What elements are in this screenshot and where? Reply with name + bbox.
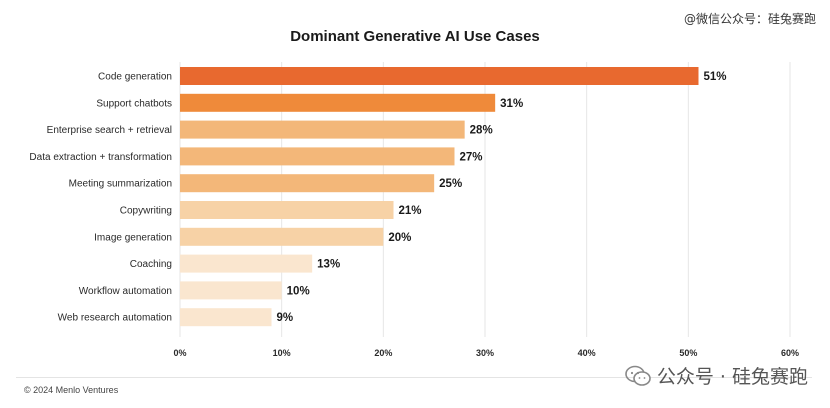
wechat-badge: 公众号 · 硅兔赛跑 xyxy=(625,362,808,389)
category-label: Web research automation xyxy=(58,313,172,324)
bar xyxy=(180,308,272,327)
bar xyxy=(180,93,496,112)
bar xyxy=(180,201,394,219)
category-label: Support chatbots xyxy=(96,98,172,109)
data-label: 20% xyxy=(388,232,411,244)
x-tick-label: 30% xyxy=(476,348,494,358)
data-label: 10% xyxy=(287,285,310,297)
data-label: 9% xyxy=(277,312,294,324)
wechat-icon xyxy=(625,365,651,387)
data-label: 21% xyxy=(399,205,422,217)
bar xyxy=(180,120,465,139)
x-tick-label: 60% xyxy=(781,348,799,358)
data-label: 51% xyxy=(704,71,727,83)
category-label: Data extraction + transformation xyxy=(29,152,172,163)
category-label: Enterprise search + retrieval xyxy=(47,125,172,136)
x-tick-label: 0% xyxy=(173,348,186,358)
category-label: Workflow automation xyxy=(79,286,172,297)
data-label: 28% xyxy=(470,125,493,137)
data-label: 27% xyxy=(460,151,483,163)
data-label: 31% xyxy=(500,98,523,110)
bar xyxy=(180,174,435,193)
wechat-badge-text: 公众号 · 硅兔赛跑 xyxy=(656,366,808,388)
category-label: Coaching xyxy=(130,259,172,270)
bar xyxy=(180,147,455,166)
watermark-text: @微信公众号：硅兔赛跑 xyxy=(683,12,816,26)
bar xyxy=(180,281,282,300)
bar xyxy=(180,227,384,246)
x-tick-label: 10% xyxy=(273,348,291,358)
bar xyxy=(180,67,699,85)
x-tick-label: 50% xyxy=(679,348,697,358)
x-tick-label: 20% xyxy=(374,348,392,358)
copyright-text: © 2024 Menlo Ventures xyxy=(24,385,119,395)
category-label: Meeting summarization xyxy=(69,179,172,190)
chart-title: Dominant Generative AI Use Cases xyxy=(290,28,540,45)
data-label: 25% xyxy=(439,178,462,190)
category-label: Code generation xyxy=(98,72,172,83)
category-label: Image generation xyxy=(94,232,172,243)
category-label: Copywriting xyxy=(120,206,172,217)
x-tick-label: 40% xyxy=(578,348,596,358)
data-label: 13% xyxy=(317,259,340,271)
footer-divider xyxy=(16,377,812,378)
bar xyxy=(180,254,313,273)
